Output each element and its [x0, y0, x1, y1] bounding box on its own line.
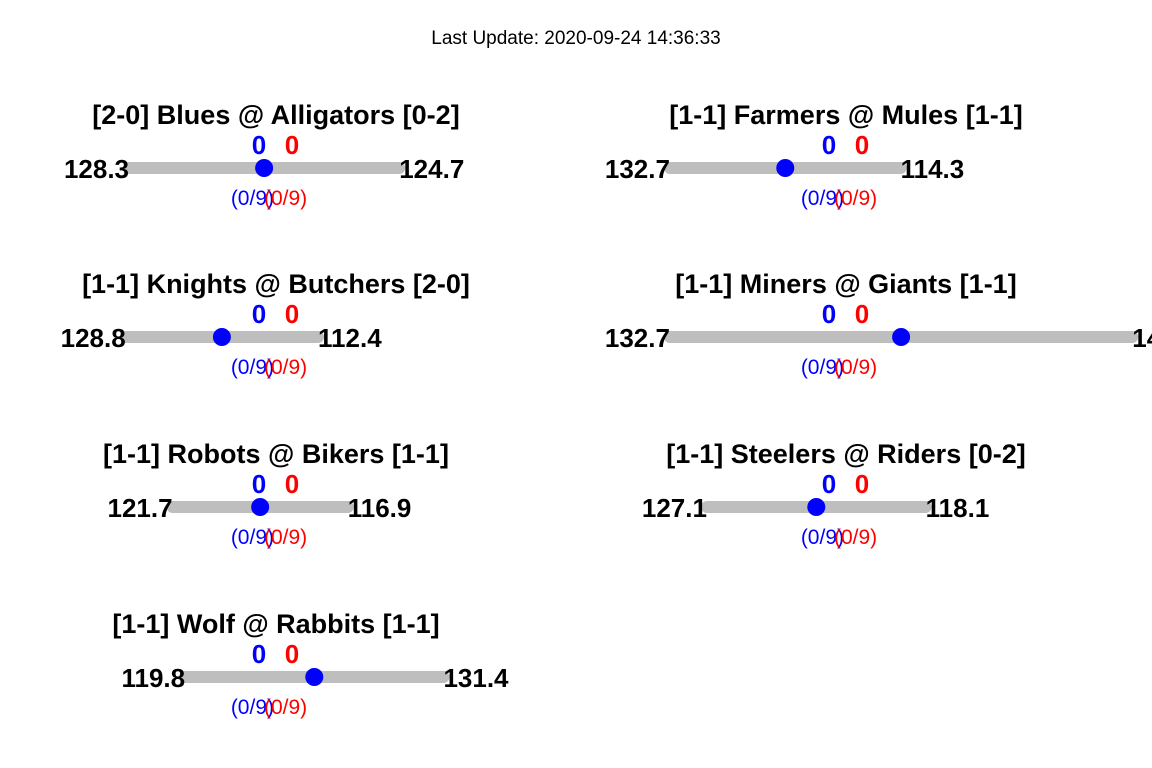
away-score-label: 132.7 [605, 323, 670, 353]
progress-marker [251, 498, 269, 516]
progress-marker [776, 159, 794, 177]
matchup-title: [1-1] Steelers @ Riders [0-2] [666, 439, 1025, 469]
progress-marker [305, 668, 323, 686]
away-score-label: 128.3 [64, 154, 129, 184]
away-points-label: 0 [252, 299, 266, 329]
away-score-label: 127.1 [642, 493, 707, 523]
away-points-label: 0 [822, 299, 836, 329]
matchup-title: [1-1] Wolf @ Rabbits [1-1] [112, 609, 439, 639]
progress-marker [213, 328, 231, 346]
matchup-title: [1-1] Knights @ Butchers [2-0] [82, 269, 470, 299]
home-score-label: 116.9 [348, 493, 412, 523]
matchup-title: [2-0] Blues @ Alligators [0-2] [92, 100, 459, 130]
home-games-label: (0/9) [264, 356, 307, 379]
home-score-label: 118.1 [926, 493, 990, 523]
home-score-label: 112.4 [318, 323, 382, 353]
matchup-panels: [2-0] Blues @ Alligators [0-2] 128.3 124.7… [61, 100, 1152, 719]
away-points-label: 0 [822, 469, 836, 499]
home-score-label: 114.3 [901, 154, 965, 184]
home-games-label: (0/9) [834, 356, 877, 379]
away-score-label: 128.8 [61, 323, 126, 353]
home-score-label: 124.7 [399, 154, 464, 184]
home-score-label: 131.4 [443, 663, 509, 693]
progress-marker [807, 498, 825, 516]
away-score-label: 119.8 [121, 663, 185, 693]
matchup-title: [1-1] Robots @ Bikers [1-1] [103, 439, 449, 469]
matchup-title: [1-1] Miners @ Giants [1-1] [675, 269, 1016, 299]
home-games-label: (0/9) [264, 187, 307, 210]
home-points-label: 0 [855, 469, 869, 499]
home-score-label: 149.4 [1132, 323, 1152, 353]
home-games-label: (0/9) [834, 187, 877, 210]
home-points-label: 0 [855, 299, 869, 329]
home-points-label: 0 [285, 469, 299, 499]
away-score-label: 132.7 [605, 154, 670, 184]
home-games-label: (0/9) [834, 526, 877, 549]
progress-marker [892, 328, 910, 346]
away-score-label: 121.7 [108, 493, 173, 523]
progress-marker [255, 159, 273, 177]
home-points-label: 0 [285, 299, 299, 329]
away-points-label: 0 [822, 130, 836, 160]
last-update-text: Last Update: 2020-09-24 14:36:33 [431, 28, 720, 49]
away-points-label: 0 [252, 130, 266, 160]
away-points-label: 0 [252, 469, 266, 499]
home-points-label: 0 [855, 130, 869, 160]
away-points-label: 0 [252, 639, 266, 669]
matchup-title: [1-1] Farmers @ Mules [1-1] [669, 100, 1022, 130]
home-points-label: 0 [285, 130, 299, 160]
home-points-label: 0 [285, 639, 299, 669]
home-games-label: (0/9) [264, 526, 307, 549]
home-games-label: (0/9) [264, 696, 307, 719]
